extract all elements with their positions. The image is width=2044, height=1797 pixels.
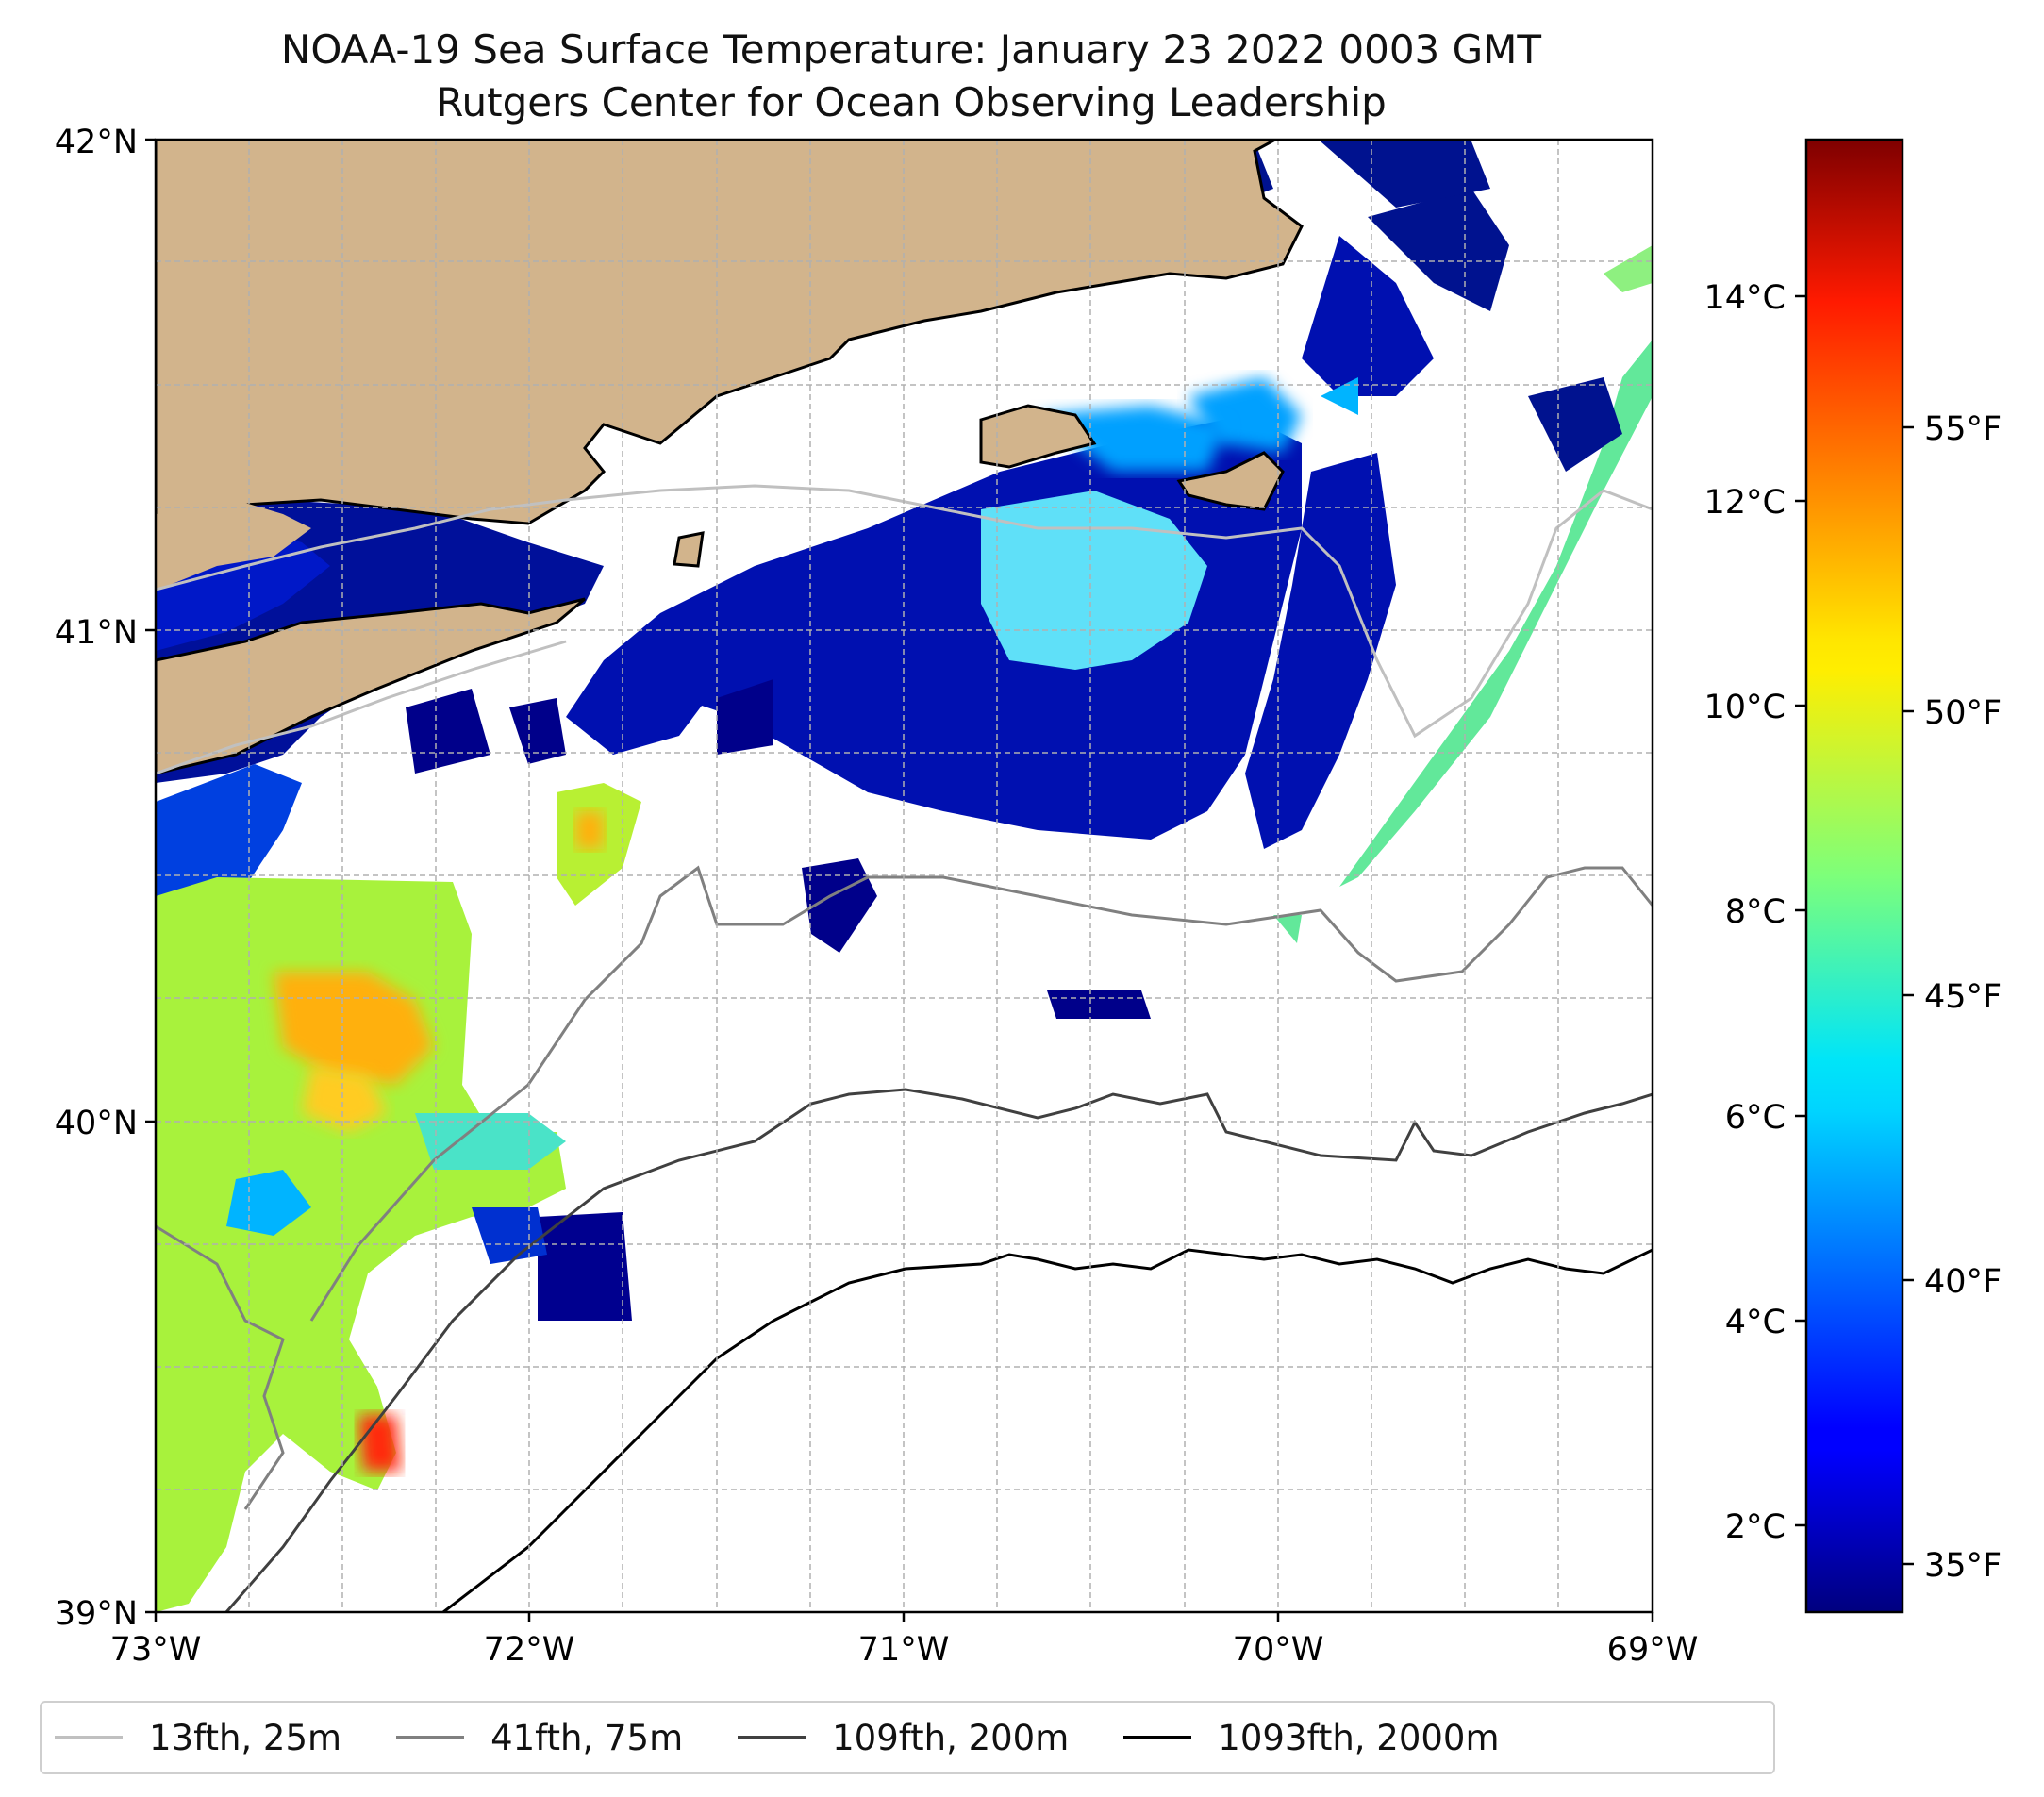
legend-item-75m: 41fth, 75m — [396, 1718, 683, 1758]
legend-label-200m: 109fth, 200m — [832, 1717, 1070, 1758]
colorbar-c-tick-6: 6°C — [1725, 1099, 1786, 1137]
figure-subtitle: Rutgers Center for Ocean Observing Leade… — [436, 79, 1387, 125]
land-layer — [156, 140, 1304, 775]
colorbar-f-tick-40: 40°F — [1924, 1263, 2002, 1301]
colorbar-f-tick-45: 45°F — [1924, 978, 2002, 1016]
contour-200m — [224, 1088, 1653, 1612]
contour-25m — [156, 484, 1653, 739]
contour-25m-south — [156, 640, 567, 775]
colorbar-c-tick-12: 12°C — [1704, 484, 1786, 522]
legend-line-200m — [738, 1736, 806, 1739]
lon-label-69w: 69°W — [1607, 1631, 1699, 1669]
colorbar-f-tick-35: 35°F — [1924, 1547, 2002, 1585]
depth-contours — [156, 484, 1653, 1612]
colorbar-c-tick-8: 8°C — [1725, 893, 1786, 931]
colorbar-f-tick-55: 55°F — [1924, 410, 2002, 448]
legend-line-2000m — [1123, 1736, 1192, 1739]
legend-label-25m: 13fth, 25m — [149, 1717, 342, 1758]
legend-item-2000m: 1093fth, 2000m — [1123, 1717, 1500, 1758]
lon-label-71w: 71°W — [858, 1631, 950, 1669]
legend-item-200m: 109fth, 200m — [738, 1718, 1069, 1758]
lon-label-72w: 72°W — [484, 1631, 575, 1669]
colorbar-c-tick-4: 4°C — [1725, 1304, 1786, 1341]
legend-line-25m — [55, 1736, 123, 1739]
lon-label-70w: 70°W — [1233, 1631, 1324, 1669]
colorbar-c-tick-10: 10°C — [1704, 689, 1786, 726]
lat-label-42n: 42°N — [55, 124, 138, 161]
gridlines — [156, 140, 1653, 1612]
colorbar: 14°C 12°C 10°C 8°C 6°C 4°C 2°C 55°F 50°F… — [1704, 138, 2002, 1614]
depth-legend: 13fth, 25m 41fth, 75m 109fth, 200m 1093f… — [40, 1701, 1775, 1774]
legend-label-2000m: 1093fth, 2000m — [1218, 1717, 1500, 1758]
legend-item-25m: 13fth, 25m — [55, 1718, 341, 1758]
contour-2000m — [442, 1248, 1653, 1612]
legend-label-75m: 41fth, 75m — [490, 1717, 684, 1758]
legend-line-75m — [396, 1736, 465, 1739]
axis-ticks — [145, 138, 1654, 1622]
figure-title: NOAA-19 Sea Surface Temperature: January… — [280, 26, 1542, 73]
colorbar-c-tick-14: 14°C — [1704, 279, 1786, 317]
contour-75m-south — [156, 1224, 285, 1510]
map-area — [156, 140, 1653, 1612]
lat-label-41n: 41°N — [55, 614, 138, 652]
colorbar-gradient — [1804, 138, 1904, 1614]
colorbar-c-tick-2: 2°C — [1725, 1508, 1786, 1546]
colorbar-f-tick-50: 50°F — [1924, 694, 2002, 732]
lat-label-39n: 39°N — [55, 1595, 138, 1633]
lon-label-73w: 73°W — [110, 1631, 202, 1669]
lat-label-40n: 40°N — [55, 1105, 138, 1142]
contour-75m — [309, 865, 1653, 1322]
